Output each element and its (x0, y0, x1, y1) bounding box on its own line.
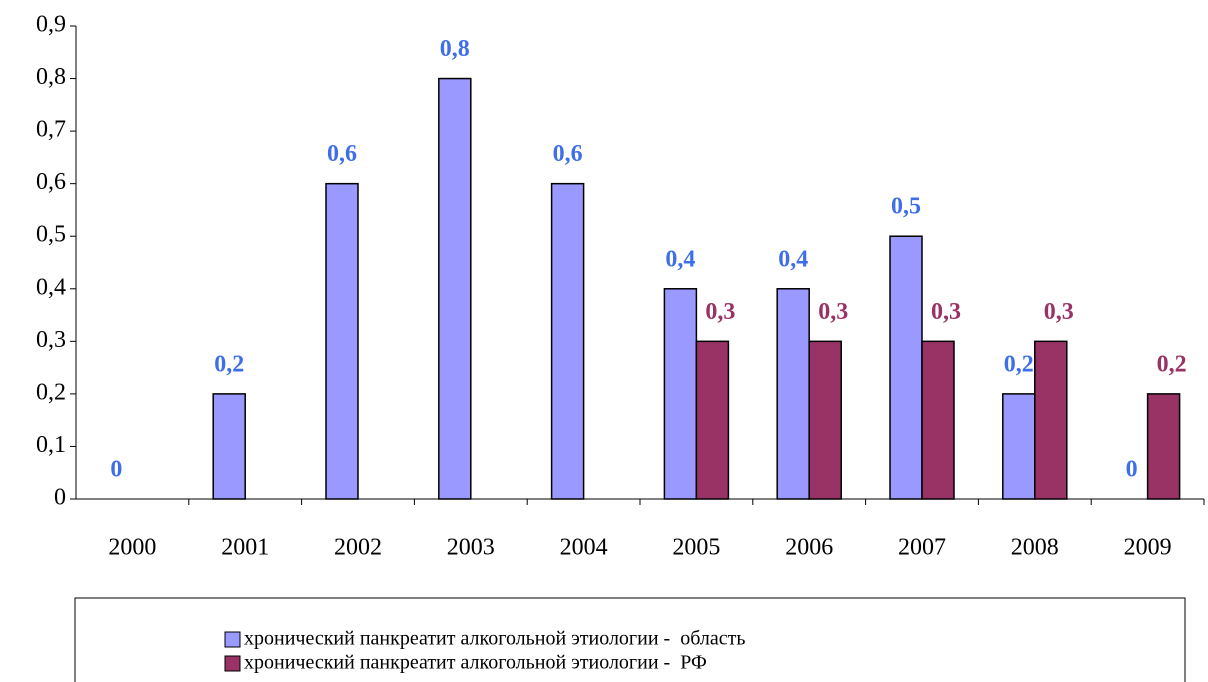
bar (921, 340, 955, 500)
x-tick-label: 2007 (898, 535, 946, 561)
bar (663, 288, 698, 500)
x-tick-label: 2008 (1011, 535, 1059, 561)
data-label: 0,4 (665, 246, 695, 272)
y-tick-label: 0,2 (36, 379, 66, 405)
bar (550, 182, 585, 500)
y-tick-label: 0,1 (36, 432, 66, 458)
data-label: 0,3 (705, 299, 735, 325)
y-tick-label: 0,8 (36, 64, 66, 90)
y-tick-label: 0,9 (36, 12, 66, 38)
y-tick-label: 0,5 (36, 222, 66, 248)
y-tick-label: 0,3 (36, 327, 66, 353)
data-label: 0,3 (1044, 299, 1074, 325)
y-tick-label: 0,4 (36, 274, 66, 300)
data-label: 0,4 (778, 246, 808, 272)
bar (1002, 393, 1036, 500)
data-label: 0,6 (327, 141, 357, 167)
bar (695, 340, 730, 500)
legend-swatch (224, 631, 241, 648)
legend (74, 597, 1186, 682)
data-label: 0,5 (891, 194, 921, 220)
x-tick-label: 2003 (447, 535, 495, 561)
x-tick-label: 2002 (334, 535, 382, 561)
data-label: 0,2 (214, 351, 244, 377)
data-label: 0,8 (440, 36, 470, 62)
bar (889, 235, 923, 500)
x-tick-label: 2006 (785, 535, 833, 561)
x-tick-label: 2004 (560, 535, 608, 561)
data-label: 0 (1126, 457, 1138, 483)
legend-label: хронический панкреатит алкогольной этиол… (244, 652, 707, 674)
data-label: 0,6 (553, 141, 583, 167)
x-tick-label: 2005 (672, 535, 720, 561)
bar (212, 393, 246, 500)
y-tick-label: 0,6 (36, 169, 66, 195)
bar (325, 182, 359, 500)
x-tick-label: 2001 (221, 535, 269, 561)
data-label: 0,3 (818, 299, 848, 325)
x-tick-label: 2009 (1124, 535, 1172, 561)
bar (438, 77, 472, 500)
y-tick-label: 0,7 (36, 117, 66, 143)
data-label: 0,3 (931, 299, 961, 325)
x-tick-label: 2000 (108, 535, 156, 561)
bar (1034, 340, 1068, 500)
bar (808, 340, 842, 500)
data-label: 0,2 (1157, 351, 1187, 377)
legend-label: хронический панкреатит алкогольной этиол… (244, 628, 745, 650)
data-label: 0,2 (1004, 351, 1034, 377)
y-tick-label: 0 (54, 485, 66, 511)
legend-swatch (224, 655, 241, 672)
data-label: 0 (110, 457, 122, 483)
bar (776, 288, 810, 500)
bar (1146, 393, 1181, 500)
